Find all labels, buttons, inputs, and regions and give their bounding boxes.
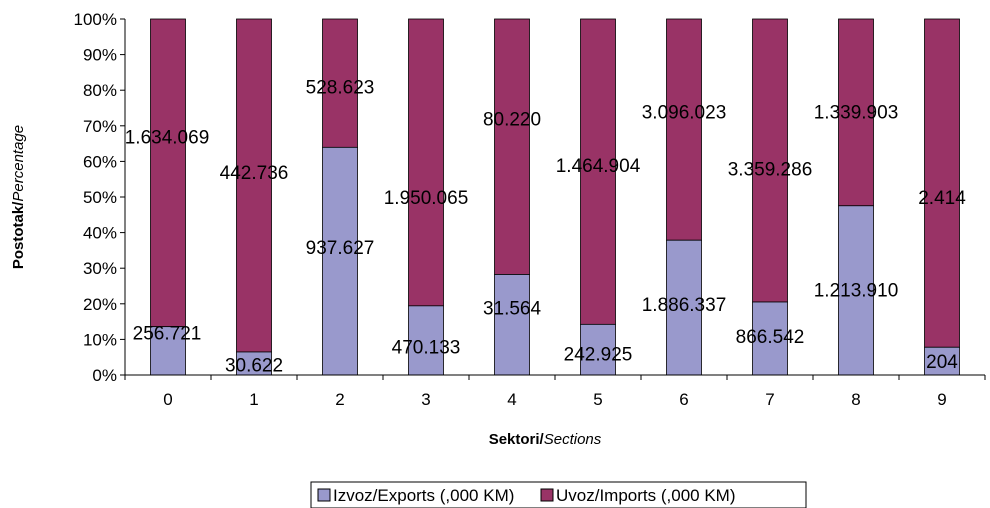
bar-segment-imports bbox=[150, 18, 186, 328]
data-label-imports: 528.623 bbox=[306, 78, 375, 99]
data-label-imports: 80.220 bbox=[483, 110, 541, 131]
legend-border bbox=[310, 481, 807, 508]
bar-segment-exports bbox=[322, 146, 358, 376]
y-tick-label: 10% bbox=[83, 330, 117, 349]
data-label-imports: 1.464.904 bbox=[556, 156, 641, 177]
data-label-imports: 3.096.023 bbox=[642, 103, 727, 124]
bar-segment-imports bbox=[666, 18, 702, 241]
data-label-exports: 866.542 bbox=[736, 327, 805, 348]
x-tick-label: 3 bbox=[421, 390, 430, 409]
bar-segment-imports bbox=[924, 18, 960, 348]
x-tick-label: 0 bbox=[163, 390, 172, 409]
data-label-imports: 1.634.069 bbox=[125, 127, 210, 148]
legend-label-imports: Uvoz/Imports (,000 KM) bbox=[556, 486, 736, 505]
data-label-exports: 31.564 bbox=[483, 298, 542, 319]
data-label-imports: 2.414 bbox=[918, 188, 966, 209]
x-tick-label: 6 bbox=[679, 390, 688, 409]
legend-swatch-exports bbox=[317, 488, 331, 502]
bar-segment-exports bbox=[838, 205, 874, 376]
legend: Izvoz/Exports (,000 KM) Uvoz/Imports (,0… bbox=[310, 481, 807, 508]
data-label-imports: 1.950.065 bbox=[384, 188, 469, 209]
data-label-exports: 204 bbox=[926, 352, 958, 373]
x-tick-label: 9 bbox=[937, 390, 946, 409]
data-label-exports: 242.925 bbox=[564, 345, 633, 366]
y-tick-label: 50% bbox=[83, 188, 117, 207]
bar-segment-imports bbox=[322, 18, 358, 148]
bar-segment-exports bbox=[752, 301, 788, 376]
bar-segment-imports bbox=[408, 18, 444, 307]
data-label-exports: 1.213.910 bbox=[814, 281, 899, 302]
bar-segment-imports bbox=[838, 18, 874, 207]
y-tick-label: 80% bbox=[83, 81, 117, 100]
bar-segment-imports bbox=[236, 18, 272, 353]
data-label-exports: 30.622 bbox=[225, 355, 283, 376]
data-label-imports: 1.339.903 bbox=[814, 103, 899, 124]
x-tick-label: 7 bbox=[765, 390, 774, 409]
axes: 0% 10% 20% 30% 40% 50% 60% 70% 80% 90% 100% 0 1 2 3 4 5 6… bbox=[74, 10, 986, 409]
bar-segment-imports bbox=[494, 18, 530, 275]
legend-label-exports: Izvoz/Exports (,000 KM) bbox=[333, 486, 514, 505]
x-axis-title: Sektori/Sections bbox=[489, 431, 602, 448]
bar-segment-exports bbox=[408, 305, 444, 376]
data-label-exports: 937.627 bbox=[306, 238, 375, 259]
bar-segment-exports bbox=[150, 326, 186, 376]
y-tick-label: 30% bbox=[83, 259, 117, 278]
bar-segment-exports bbox=[494, 274, 530, 376]
x-tick-label: 1 bbox=[249, 390, 258, 409]
x-tick-label: 2 bbox=[335, 390, 344, 409]
x-tick-label: 5 bbox=[593, 390, 602, 409]
data-label-imports: 3.359.286 bbox=[728, 160, 813, 181]
data-label-exports: 470.133 bbox=[392, 338, 461, 359]
y-tick-label: 40% bbox=[83, 224, 117, 243]
data-label-exports: 256.721 bbox=[133, 323, 202, 344]
legend-swatch-imports bbox=[540, 488, 554, 502]
y-tick-label: 20% bbox=[83, 295, 117, 314]
data-labels: 256.721 1.634.069 30.622 442.736 937.627 528.… bbox=[125, 78, 966, 377]
y-tick-label: 0% bbox=[92, 366, 117, 385]
bar-segment-imports bbox=[752, 18, 788, 303]
y-tick-label: 90% bbox=[83, 46, 117, 65]
x-tick-label: 4 bbox=[507, 390, 516, 409]
y-tick-label: 100% bbox=[74, 10, 117, 29]
bars bbox=[150, 18, 960, 376]
data-label-imports: 442.736 bbox=[220, 163, 289, 184]
data-label-exports: 1.886.337 bbox=[642, 295, 727, 316]
y-tick-label: 60% bbox=[83, 152, 117, 171]
x-tick-label: 8 bbox=[851, 390, 860, 409]
y-axis-title: Postotak/Percentage bbox=[10, 125, 27, 269]
y-tick-label: 70% bbox=[83, 117, 117, 136]
